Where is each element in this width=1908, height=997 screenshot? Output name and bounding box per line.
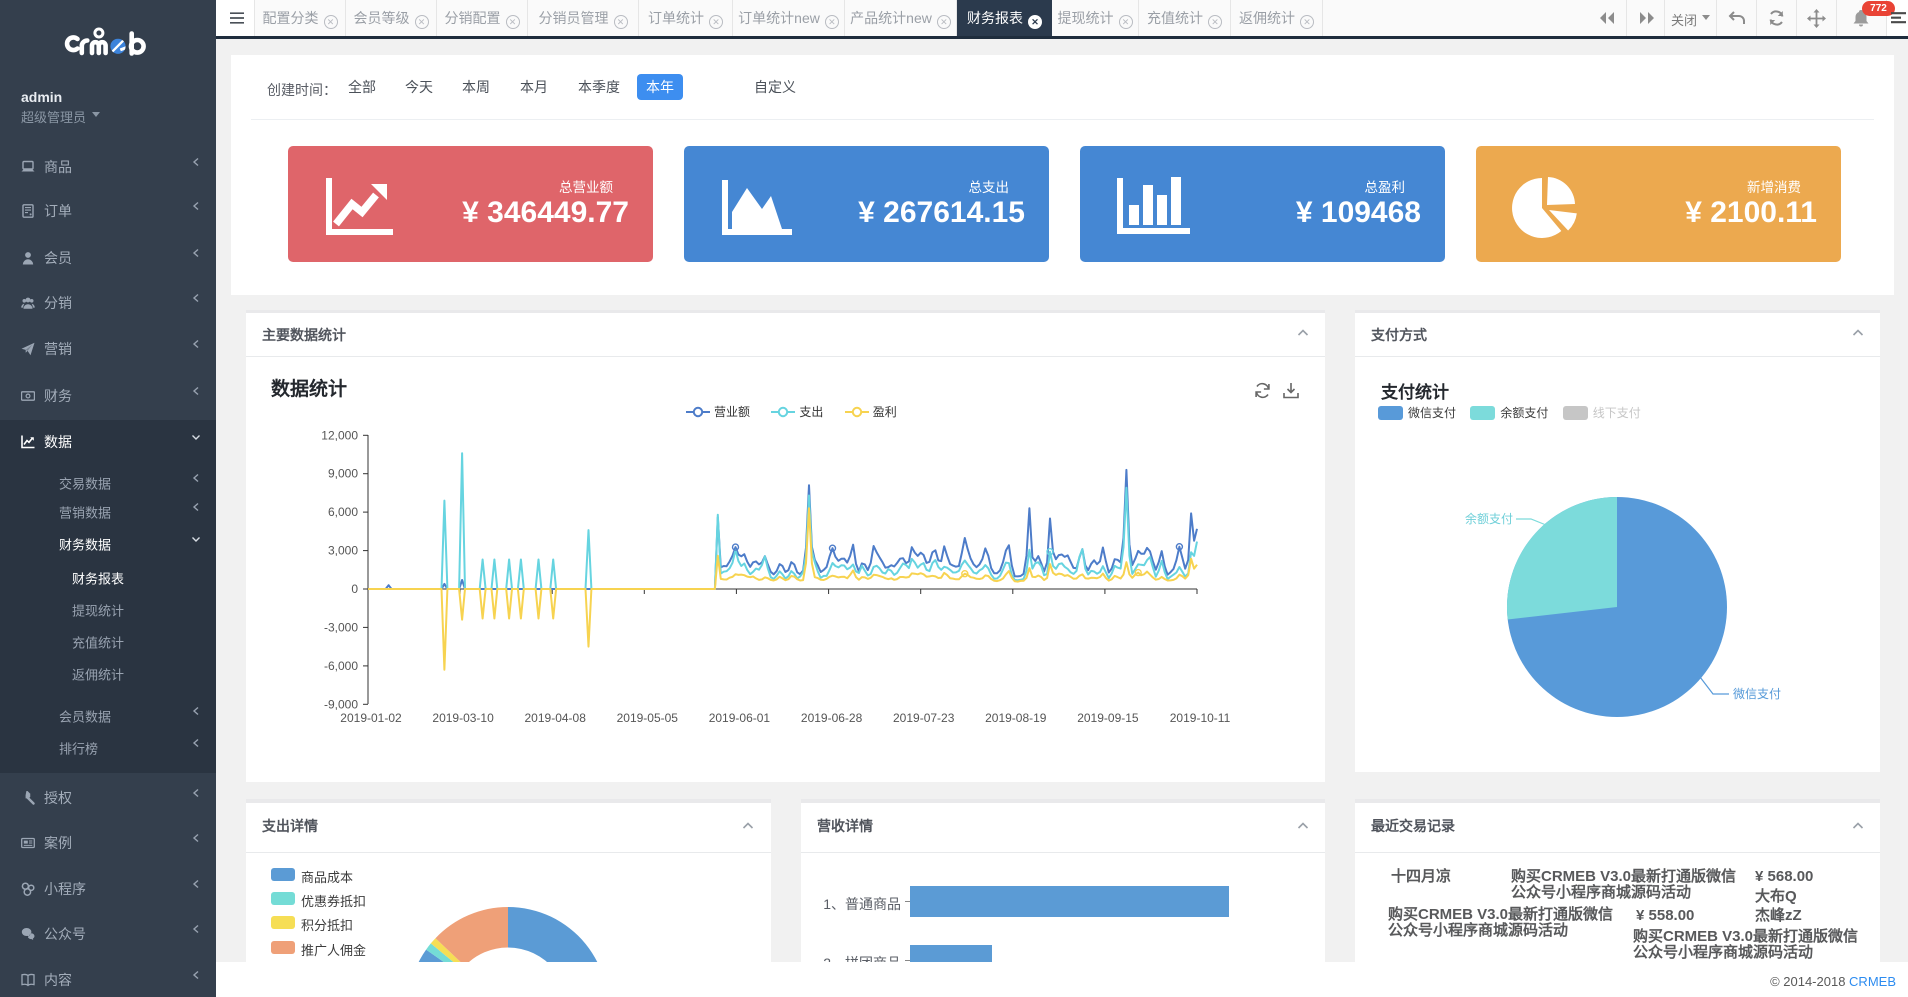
- svg-text:2019-01-02: 2019-01-02: [340, 711, 402, 725]
- svg-text:2019-04-08: 2019-04-08: [525, 711, 587, 725]
- svg-text:9,000: 9,000: [328, 467, 358, 481]
- svg-text:2019-07-23: 2019-07-23: [893, 711, 955, 725]
- svg-text:2019-06-01: 2019-06-01: [709, 711, 771, 725]
- svg-text:6,000: 6,000: [328, 505, 358, 519]
- svg-text:-9,000: -9,000: [324, 697, 358, 711]
- svg-text:-3,000: -3,000: [324, 620, 358, 634]
- svg-text:2019-06-28: 2019-06-28: [801, 711, 863, 725]
- svg-text:-6,000: -6,000: [324, 659, 358, 673]
- svg-text:2019-10-11: 2019-10-11: [1170, 711, 1231, 725]
- svg-text:2019-09-15: 2019-09-15: [1077, 711, 1139, 725]
- svg-text:微信支付: 微信支付: [1733, 687, 1781, 701]
- svg-text:12,000: 12,000: [321, 428, 358, 442]
- svg-text:2019-05-05: 2019-05-05: [617, 711, 679, 725]
- svg-text:3,000: 3,000: [328, 544, 358, 558]
- svg-text:0: 0: [351, 582, 358, 596]
- svg-text:2019-08-19: 2019-08-19: [985, 711, 1047, 725]
- svg-text:2019-03-10: 2019-03-10: [432, 711, 494, 725]
- svg-text:余额支付: 余额支付: [1465, 511, 1513, 526]
